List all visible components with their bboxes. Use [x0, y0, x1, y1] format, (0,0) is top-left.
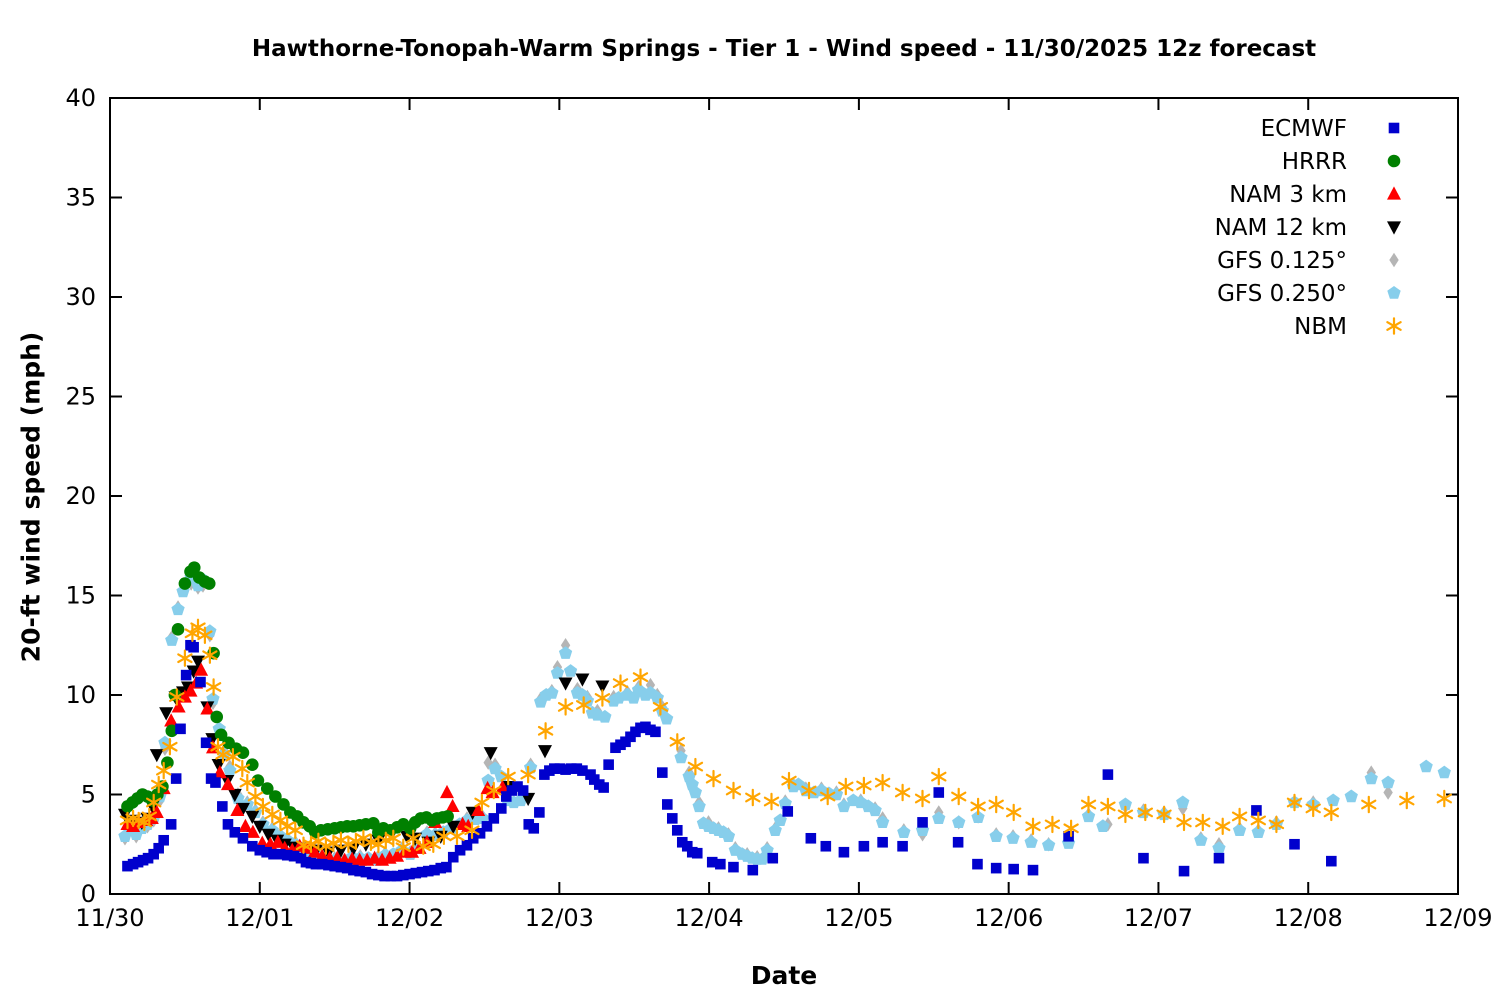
legend-item-hrrr: HRRR: [1282, 149, 1401, 175]
legend-label: NAM 3 km: [1229, 182, 1347, 208]
y-axis: 0 5 10 15 20 25 30 35 40: [65, 84, 1458, 908]
legend-label: ECMWF: [1261, 116, 1347, 142]
legend-marker-pentagon-icon: [1387, 286, 1401, 299]
legend-marker-asterisk-icon: [1386, 317, 1402, 335]
x-tick-label: 12/03: [525, 904, 594, 932]
x-tick-label: 12/07: [1124, 904, 1193, 932]
y-tick-label: 35: [65, 184, 96, 212]
x-tick-label: 11/30: [75, 904, 144, 932]
y-tick-label: 0: [81, 880, 96, 908]
x-tick-label: 12/09: [1423, 904, 1492, 932]
legend-item-gfs-0-250-: GFS 0.250°: [1217, 281, 1401, 307]
legend-marker-square-icon: [1388, 122, 1400, 134]
legend-label: NBM: [1294, 314, 1347, 340]
x-tick-label: 12/05: [824, 904, 893, 932]
legend-item-nam-3-km: NAM 3 km: [1229, 182, 1401, 208]
legend: ECMWF HRRR NAM 3 km NAM 12 km GFS 0.125° GFS …: [1215, 116, 1402, 340]
legend-label: HRRR: [1282, 149, 1347, 175]
y-tick-label: 5: [81, 781, 96, 809]
y-tick-label: 15: [65, 582, 96, 610]
y-tick-label: 20: [65, 482, 96, 510]
x-tick-label: 12/01: [225, 904, 294, 932]
x-axis: 11/30 12/01 12/02 12/03 12/04 12/05 12/06 12/07…: [75, 98, 1493, 932]
x-tick-label: 12/06: [974, 904, 1043, 932]
chart-title: Hawthorne-Tonopah-Warm Springs - Tier 1 …: [251, 36, 1317, 62]
y-tick-label: 25: [65, 383, 96, 411]
legend-item-gfs-0-125-: GFS 0.125°: [1217, 248, 1399, 274]
legend-label: GFS 0.125°: [1217, 248, 1347, 274]
series-nbm: [119, 618, 1453, 856]
x-tick-label: 12/02: [375, 904, 444, 932]
y-tick-label: 10: [65, 681, 96, 709]
x-tick-label: 12/08: [1274, 904, 1343, 932]
legend-marker-triangle-up-icon: [1387, 186, 1401, 200]
legend-label: GFS 0.250°: [1217, 281, 1347, 307]
legend-marker-thin-diamond-icon: [1389, 252, 1399, 268]
legend-marker-triangle-down-icon: [1387, 221, 1401, 235]
series-ecmwf: [122, 639, 1337, 882]
y-tick-label: 40: [65, 84, 96, 112]
legend-marker-circle-icon: [1387, 154, 1401, 168]
x-axis-title: Date: [750, 961, 818, 990]
x-tick-label: 12/04: [675, 904, 744, 932]
y-tick-label: 30: [65, 283, 96, 311]
legend-item-nbm: NBM: [1294, 314, 1402, 340]
legend-item-ecmwf: ECMWF: [1261, 116, 1400, 142]
legend-item-nam-12-km: NAM 12 km: [1215, 215, 1401, 241]
legend-label: NAM 12 km: [1215, 215, 1347, 241]
